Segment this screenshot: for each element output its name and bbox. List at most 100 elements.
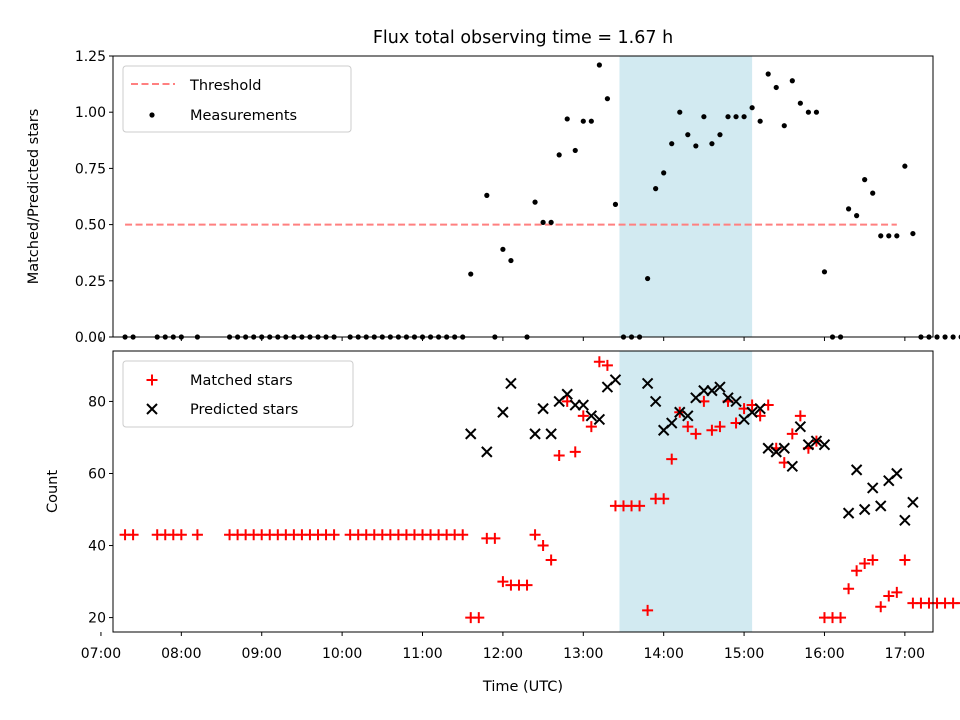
x-tick-label: 13:00 — [563, 646, 603, 662]
y-tick-label: 0.50 — [75, 218, 106, 234]
predicted-star-point — [794, 420, 807, 433]
predicted-star-point — [545, 428, 557, 440]
predicted-star-point — [641, 377, 654, 390]
measurement-point — [950, 334, 956, 340]
matched-star-point — [843, 583, 855, 595]
measurement-point — [500, 246, 506, 252]
predicted-star-point — [746, 406, 758, 418]
count-axes-frame — [112, 350, 934, 633]
matched-star-point — [577, 410, 589, 422]
measurement-point — [773, 84, 779, 91]
y-tick-label: 0.25 — [75, 274, 106, 290]
matched-star-point — [175, 529, 187, 541]
shaded-span-rect — [619, 56, 753, 337]
predicted-star-point — [907, 496, 919, 509]
legend-matched-swatch — [146, 374, 158, 386]
measurement-point — [580, 118, 586, 124]
predicted-star-point — [722, 392, 734, 404]
matched-star-point — [537, 540, 549, 552]
matched-star-point — [891, 586, 903, 598]
predicted-star-point — [585, 410, 598, 422]
legend-predicted-swatch — [146, 403, 158, 415]
y-tick-label: 1.00 — [75, 105, 106, 121]
predicted-star-point — [529, 428, 541, 440]
measurement-point — [878, 233, 884, 239]
matched-star-point — [859, 558, 871, 570]
predicted-star-point — [682, 410, 694, 422]
legend-box — [122, 360, 354, 428]
x-axis-label: Time (UTC) — [482, 679, 563, 695]
x-tick-label: 10:00 — [322, 646, 362, 662]
y-tick-label: 1.25 — [75, 49, 106, 65]
y-tick-label: 20 — [88, 611, 106, 627]
legend-box — [122, 65, 352, 133]
x-tick-label: 08:00 — [161, 646, 201, 662]
measurement-point — [845, 206, 852, 212]
matched-star-point — [835, 612, 847, 624]
matched-star-point — [642, 604, 654, 616]
shaded-span-rect — [619, 351, 753, 632]
predicted-star-point — [465, 428, 477, 440]
measurement-point — [685, 132, 691, 138]
measurement-point — [596, 62, 602, 68]
predicted-star-point — [810, 435, 823, 447]
ratio-observing-window-span — [619, 56, 753, 337]
measurement-point — [821, 269, 828, 275]
legend-threshold-label: Threshold — [189, 78, 261, 94]
measurement-point — [765, 71, 771, 77]
measurement-point — [757, 118, 763, 124]
count-legend: Matched stars Predicted stars — [122, 360, 354, 428]
matched-star-point — [553, 449, 565, 461]
matched-star-point — [489, 532, 501, 544]
predicted-star-point — [481, 446, 493, 458]
matched-star-point — [714, 421, 726, 433]
measurement-point — [862, 177, 868, 183]
ratio-y-axis-label: Matched/Predicted stars — [26, 109, 42, 285]
predicted-star-point — [577, 399, 590, 411]
legend-measurement-swatch — [149, 112, 155, 118]
matched-star-point — [585, 421, 597, 433]
measurement-point — [894, 233, 900, 239]
predicted-star-point — [802, 438, 815, 451]
measurement-point — [797, 100, 803, 106]
predicted-star-point — [666, 417, 678, 429]
predicted-star-point — [609, 374, 622, 386]
matched-star-point — [899, 554, 911, 566]
measurement-point — [508, 257, 514, 264]
measurement-point — [564, 116, 570, 122]
ratio-panel: 0.00 0.25 0.50 0.75 1.00 1.25 Matched/Predict… — [26, 49, 960, 346]
matched-stars-points — [119, 356, 960, 624]
measurement-point — [910, 230, 916, 237]
measurement-point — [902, 163, 908, 169]
matched-star-point — [883, 590, 895, 602]
measurement-point — [934, 334, 940, 340]
y-tick-label: 40 — [88, 539, 106, 555]
predicted-star-point — [706, 384, 718, 397]
measurement-point — [532, 199, 538, 205]
time-x-ticks: 07:00 08:00 09:00 10:00 11:00 12:00 13:00 14:00… — [81, 632, 925, 662]
matched-star-point — [867, 554, 879, 566]
matched-star-point — [794, 410, 806, 422]
count-y-ticks: 20 40 60 80 — [88, 394, 113, 627]
measurement-point — [468, 271, 474, 277]
matched-star-point — [473, 612, 485, 624]
y-tick-label: 0.00 — [75, 330, 106, 346]
measurement-point — [612, 201, 619, 207]
measurement-point — [886, 233, 892, 239]
matched-star-point — [457, 529, 469, 541]
x-tick-label: 12:00 — [483, 646, 523, 662]
measurement-point — [805, 109, 811, 115]
count-y-axis-label: Count — [45, 470, 61, 513]
legend-matched-label: Matched stars — [190, 373, 293, 389]
measurement-point — [645, 275, 651, 282]
measurement-point — [604, 96, 611, 102]
matched-star-point — [682, 421, 694, 433]
predicted-star-point — [850, 464, 863, 476]
measurement-point — [484, 192, 490, 198]
measurement-point — [725, 114, 731, 120]
matched-star-point — [601, 359, 613, 371]
predicted-star-point — [770, 446, 782, 458]
matched-star-point — [191, 529, 203, 541]
predicted-star-point — [818, 438, 831, 451]
matched-star-point — [569, 446, 581, 458]
